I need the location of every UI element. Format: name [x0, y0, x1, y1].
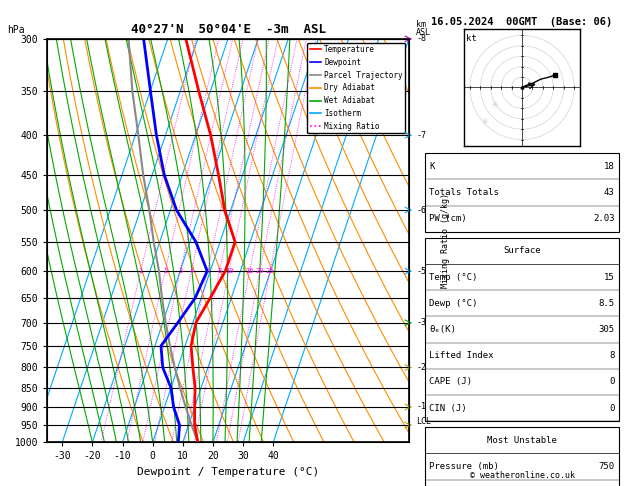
Text: 16: 16	[245, 268, 254, 274]
Text: K: K	[430, 162, 435, 171]
Text: 8: 8	[218, 268, 221, 274]
Text: 25: 25	[266, 268, 274, 274]
Text: 4: 4	[189, 268, 194, 274]
Text: 2.03: 2.03	[593, 214, 615, 223]
Text: -1: -1	[416, 402, 426, 412]
Text: LCL: LCL	[416, 417, 431, 426]
Title: 40°27'N  50°04'E  -3m  ASL: 40°27'N 50°04'E -3m ASL	[130, 23, 326, 36]
Text: CAPE (J): CAPE (J)	[430, 378, 472, 386]
Legend: Temperature, Dewpoint, Parcel Trajectory, Dry Adiabat, Wet Adiabat, Isotherm, Mi: Temperature, Dewpoint, Parcel Trajectory…	[308, 43, 405, 133]
Text: 20: 20	[255, 268, 264, 274]
Text: 8.5: 8.5	[599, 299, 615, 308]
Text: 750: 750	[599, 462, 615, 471]
Text: 0: 0	[610, 378, 615, 386]
Text: 10: 10	[225, 268, 233, 274]
Text: Surface: Surface	[503, 246, 541, 255]
Text: ASL: ASL	[416, 28, 431, 37]
Text: -6: -6	[416, 206, 426, 214]
Text: -5: -5	[416, 267, 426, 276]
Text: 8: 8	[610, 351, 615, 360]
Text: 3: 3	[178, 268, 182, 274]
Text: 305: 305	[599, 325, 615, 334]
X-axis label: Dewpoint / Temperature (°C): Dewpoint / Temperature (°C)	[137, 467, 319, 477]
Text: -2: -2	[416, 363, 426, 372]
Text: Temp (°C): Temp (°C)	[430, 273, 478, 281]
Text: Lifted Index: Lifted Index	[430, 351, 494, 360]
Text: -3: -3	[416, 318, 426, 327]
Bar	[425, 153, 619, 232]
Text: Mixing Ratio (g/kg): Mixing Ratio (g/kg)	[440, 193, 450, 288]
Bar	[425, 238, 619, 421]
Text: 2: 2	[163, 268, 167, 274]
Text: 0: 0	[610, 404, 615, 413]
Text: hPa: hPa	[8, 25, 25, 35]
Text: 1: 1	[138, 268, 143, 274]
Text: © weatheronline.co.uk: © weatheronline.co.uk	[470, 471, 574, 480]
Text: Dewp (°C): Dewp (°C)	[430, 299, 478, 308]
Text: 18: 18	[604, 162, 615, 171]
Text: -7: -7	[416, 131, 426, 140]
Text: km: km	[416, 20, 426, 29]
Text: ✳: ✳	[491, 100, 499, 110]
Text: Totals Totals: Totals Totals	[430, 188, 499, 197]
Text: ✳: ✳	[481, 117, 489, 127]
Text: 43: 43	[604, 188, 615, 197]
Text: -8: -8	[416, 35, 426, 43]
Text: PW (cm): PW (cm)	[430, 214, 467, 223]
Text: CIN (J): CIN (J)	[430, 404, 467, 413]
Text: Pressure (mb): Pressure (mb)	[430, 462, 499, 471]
Text: Most Unstable: Most Unstable	[487, 436, 557, 445]
Bar	[425, 427, 619, 486]
Text: θₑ(K): θₑ(K)	[430, 325, 457, 334]
Text: 15: 15	[604, 273, 615, 281]
Text: 6: 6	[206, 268, 209, 274]
Text: 16.05.2024  00GMT  (Base: 06): 16.05.2024 00GMT (Base: 06)	[431, 17, 613, 27]
Text: kt: kt	[466, 34, 477, 43]
